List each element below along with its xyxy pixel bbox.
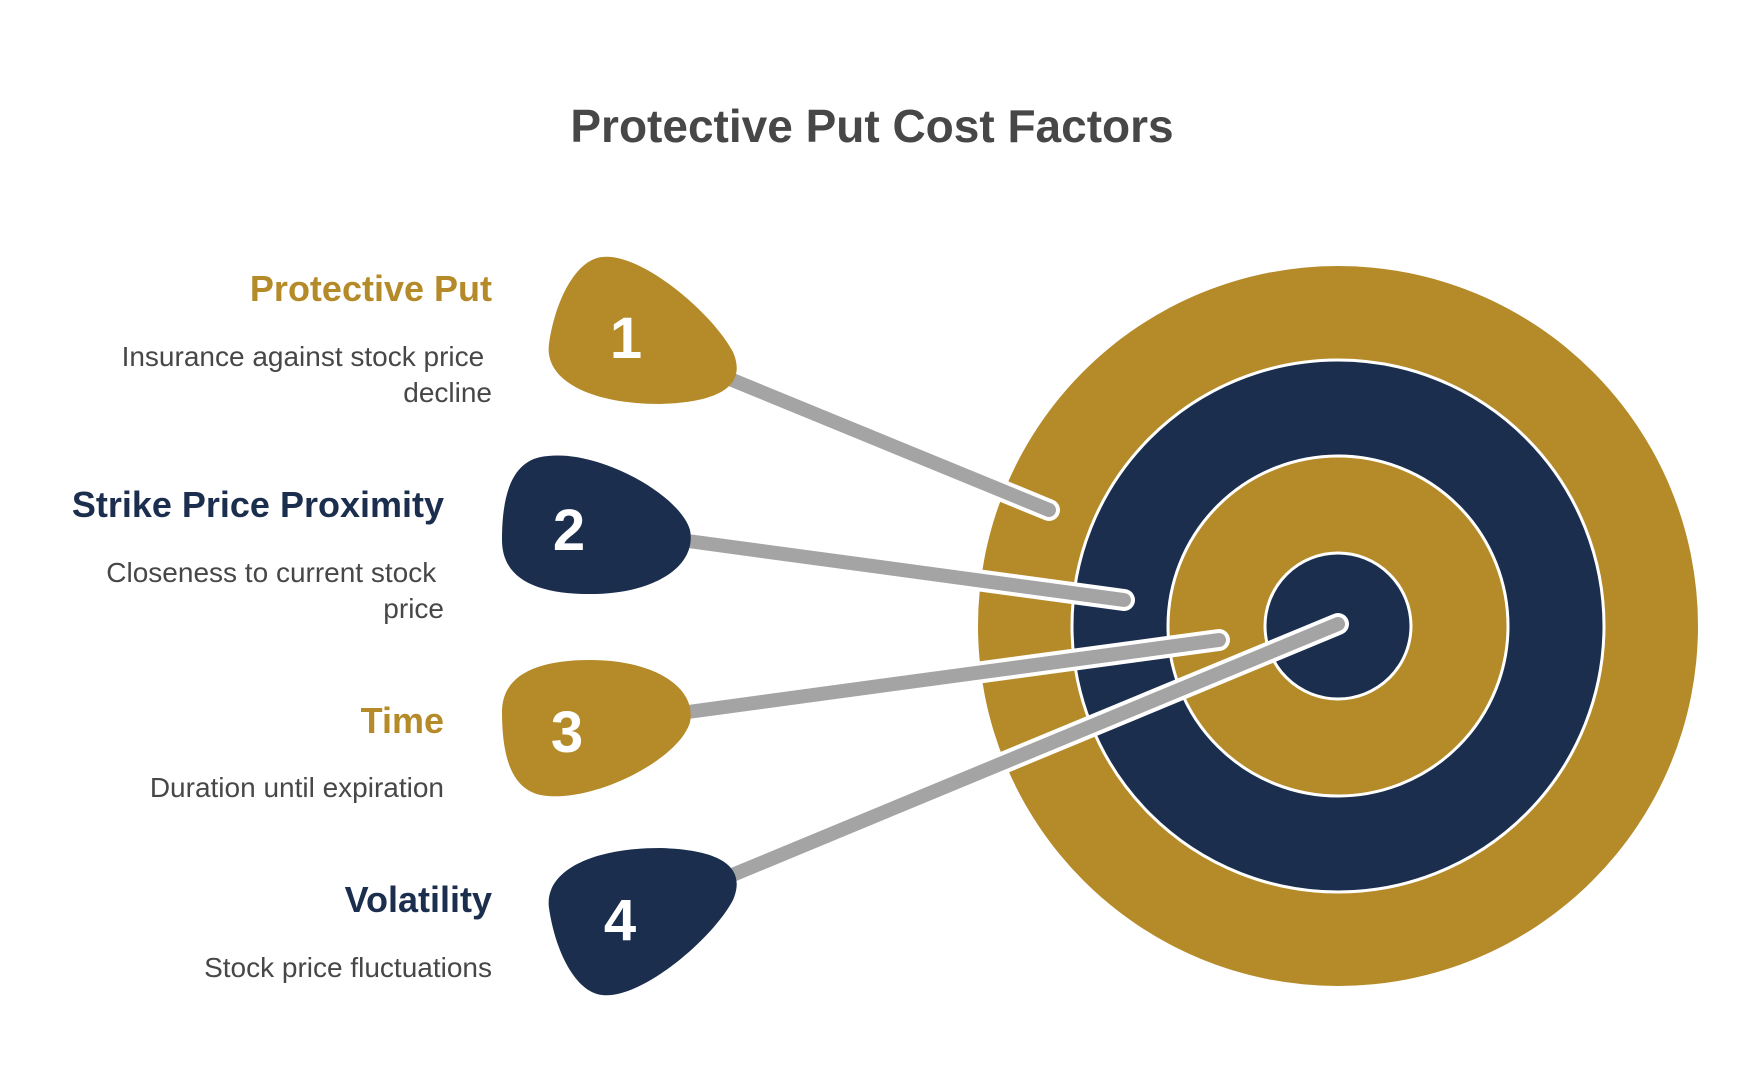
factor-2-heading: Strike Price Proximity <box>72 484 444 525</box>
factor-1: 1 Protective Put Insurance against stock… <box>122 256 1060 521</box>
factor-2-description: Closeness to current stock price <box>106 557 444 624</box>
dart-2-shaft-line <box>681 534 1131 607</box>
dart-3-number: 3 <box>551 700 583 765</box>
factor-1-description-line-2: decline <box>403 377 492 408</box>
dart-4-number: 4 <box>604 888 636 953</box>
factor-1-heading: Protective Put <box>250 268 492 309</box>
factor-4-heading: Volatility <box>345 879 492 920</box>
page-title: Protective Put Cost Factors <box>570 100 1173 152</box>
factor-4-description-line-1: Stock price fluctuations <box>204 952 492 983</box>
dart-4-shaft-line <box>723 617 1345 883</box>
factor-4-description: Stock price fluctuations <box>204 952 492 983</box>
factor-1-description-line-1: Insurance against stock price <box>122 341 485 372</box>
factor-4: 4 Volatility Stock price fluctuations <box>204 613 1349 996</box>
dart-4-head <box>548 848 737 996</box>
factor-3: 3 Time Duration until expiration <box>150 629 1230 803</box>
dart-1-number: 1 <box>610 306 642 371</box>
dart-2-head <box>502 455 691 594</box>
factor-3-description: Duration until expiration <box>150 772 444 803</box>
factor-1-description: Insurance against stock price decline <box>122 341 492 408</box>
factor-3-heading: Time <box>361 700 444 741</box>
dart-3-shaft-line <box>681 633 1226 719</box>
factor-2-description-line-2: price <box>383 593 444 624</box>
dart-3-head <box>502 660 691 797</box>
factor-2-description-line-1: Closeness to current stock <box>106 557 437 588</box>
dart-1-head <box>548 256 737 404</box>
dart-1-shaft-line <box>723 372 1056 517</box>
factor-2: 2 Strike Price Proximity Closeness to cu… <box>72 455 1135 624</box>
dart-2-number: 2 <box>553 498 585 563</box>
factor-3-description-line-1: Duration until expiration <box>150 772 444 803</box>
